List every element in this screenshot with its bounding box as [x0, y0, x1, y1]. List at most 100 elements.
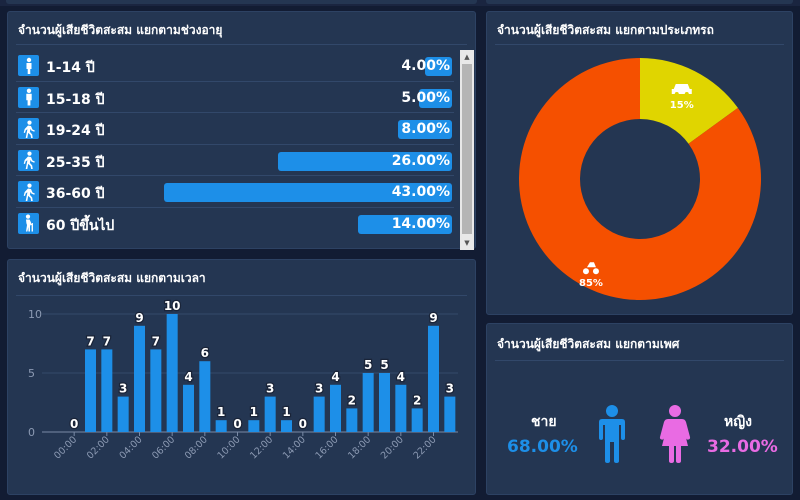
female-label: หญิง [724, 414, 752, 430]
y-tick-label: 10 [28, 308, 42, 321]
time-panel-title: จำนวนผู้เสียชีวิตสะสม แยกตามเวลา [18, 271, 206, 285]
male-value: 68.00% [507, 437, 578, 457]
male-label: ชาย [531, 414, 557, 430]
bar-value-label: 4 [184, 370, 192, 384]
age-row-value: 8.00% [401, 121, 450, 137]
bar [134, 325, 145, 432]
x-tick-label: 22:00 [411, 434, 438, 461]
scroll-down-icon[interactable]: ▼ [464, 239, 470, 247]
bar [215, 420, 227, 432]
x-tick-label: 06:00 [150, 434, 177, 461]
x-tick-label: 18:00 [346, 434, 373, 461]
female-value: 32.00% [707, 437, 778, 457]
vehicle-panel: จำนวนผู้เสียชีวิตสะสม แยกตามประเภทรถ 15%… [486, 11, 793, 315]
age-list: 1-14 ปี 4.00% 15-18 ปี 5.00% 19-24 ปี 8.00% 25… [16, 50, 454, 239]
bar [150, 349, 162, 432]
divider [495, 360, 784, 361]
scroll-up-icon[interactable]: ▲ [464, 53, 470, 61]
bar-value-label: 1 [250, 405, 258, 419]
walking-person-icon [18, 181, 39, 202]
age-row-bar [425, 57, 452, 76]
age-panel: จำนวนผู้เสียชีวิตสะสม แยกตามช่วงอายุ 1-1… [7, 11, 476, 250]
x-tick-label: 12:00 [248, 434, 275, 461]
x-tick-label: 02:00 [85, 434, 112, 461]
teen-icon [18, 86, 39, 108]
age-row-label: 15-18 ปี [46, 91, 105, 108]
bar-value-label: 1 [217, 405, 225, 419]
bar [330, 384, 341, 432]
bar [346, 408, 358, 432]
age-row-value: 4.00% [401, 58, 450, 74]
age-row-value: 14.00% [391, 215, 450, 232]
gender-panel-title: จำนวนผู้เสียชีวิตสะสม แยกตามเพศ [497, 337, 680, 351]
bar-value-label: 2 [413, 393, 421, 407]
bar-value-label: 3 [119, 382, 127, 396]
age-row-label: 25-35 ปี [46, 154, 105, 171]
x-tick-label: 14:00 [281, 434, 308, 461]
bar-value-label: 3 [315, 382, 323, 396]
bar [411, 408, 423, 432]
bar [199, 361, 211, 432]
bar-value-label: 0 [70, 417, 78, 431]
bar [379, 373, 390, 432]
donut-slice [519, 58, 761, 300]
age-row: 25-35 ปี 26.00% [16, 145, 454, 176]
bar [264, 396, 276, 432]
elderly-person-icon [18, 212, 39, 234]
gender-panel: จำนวนผู้เสียชีวิตสะสม แยกตามเพศ ชาย 68.0… [486, 323, 793, 495]
age-row: 19-24 ปี 8.00% [16, 113, 454, 145]
x-tick-label: 04:00 [117, 434, 144, 461]
x-tick-label: 20:00 [379, 434, 406, 461]
bar-value-label: 4 [397, 370, 405, 384]
bar [428, 325, 439, 432]
bar-value-label: 6 [201, 346, 209, 360]
walking-person-icon [18, 149, 39, 171]
vehicle-panel-title: จำนวนผู้เสียชีวิตสะสม แยกตามประเภทรถ [497, 23, 714, 37]
age-row-value: 26.00% [391, 152, 450, 169]
donut-slice [640, 58, 738, 144]
bar [85, 349, 96, 432]
car-icon [671, 84, 692, 97]
bar [248, 420, 260, 432]
bar [183, 384, 194, 432]
age-row-label: 1-14 ปี [46, 60, 95, 76]
age-row-bar [398, 120, 452, 139]
bar-value-label: 4 [331, 370, 339, 384]
age-row-label: 19-24 ปี [46, 123, 105, 139]
scroll-thumb[interactable] [462, 64, 472, 234]
x-tick-label: 16:00 [313, 434, 340, 461]
x-tick-label: 10:00 [215, 434, 242, 461]
divider [495, 44, 784, 45]
age-panel-title: จำนวนผู้เสียชีวิตสะสม แยกตามช่วงอายุ [18, 23, 223, 37]
divider [16, 295, 467, 296]
bar-value-label: 5 [364, 358, 372, 372]
walking-person-icon [18, 118, 39, 139]
female-person-icon [659, 405, 691, 463]
bar [101, 349, 113, 432]
bar-value-label: 9 [429, 311, 437, 325]
age-row: 60 ปีขึ้นไป 14.00% [16, 208, 454, 240]
child-icon [18, 55, 39, 76]
bar-value-label: 7 [103, 334, 111, 348]
age-row: 1-14 ปี 4.00% [16, 50, 454, 82]
bar-value-label: 9 [135, 311, 143, 325]
bar [362, 373, 374, 432]
age-row: 36-60 ปี 43.00% [16, 176, 454, 208]
slice-label: 15% [670, 100, 694, 111]
age-row-bar [163, 183, 452, 202]
scrollbar[interactable]: ▲ ▼ [460, 50, 474, 250]
bar-value-label: 0 [233, 417, 241, 431]
age-row-label: 36-60 ปี [46, 186, 105, 202]
bar [395, 384, 407, 432]
vehicle-donut-chart: 15% 85% [519, 58, 761, 300]
y-tick-label: 0 [28, 426, 35, 439]
x-tick-label: 08:00 [183, 434, 210, 461]
bar-value-label: 3 [446, 382, 454, 396]
bar [313, 396, 325, 432]
bar-value-label: 0 [299, 417, 307, 431]
slice-label: 85% [579, 278, 603, 289]
age-row-label: 60 ปีขึ้นไป [46, 217, 115, 234]
age-row-bar [418, 88, 452, 108]
x-tick-label: 00:00 [52, 434, 79, 461]
